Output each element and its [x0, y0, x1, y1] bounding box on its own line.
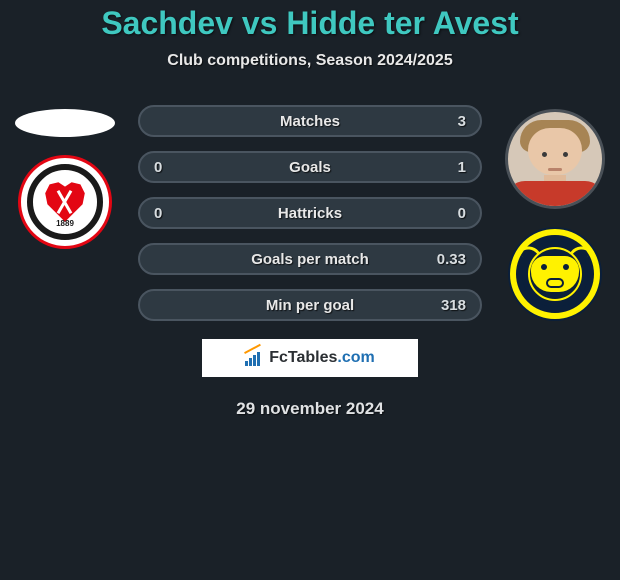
stat-row-hattricks: 0 Hattricks 0 [138, 197, 482, 229]
left-player-column: 1889 [10, 105, 120, 249]
stats-column: Matches 3 0 Goals 1 0 Hattricks 0 Goals … [138, 105, 482, 321]
stat-label: Min per goal [204, 297, 416, 314]
stat-right-value: 0 [416, 205, 466, 222]
brand-prefix: Fc [269, 349, 288, 366]
stat-row-matches: Matches 3 [138, 105, 482, 137]
stat-left-value: 0 [154, 205, 204, 222]
page-title: Sachdev vs Hidde ter Avest [0, 5, 620, 42]
stat-label: Matches [204, 113, 416, 130]
attribution-text: FcTables.com [269, 349, 375, 367]
oxford-crest-icon [516, 235, 594, 313]
stat-row-goals-per-match: Goals per match 0.33 [138, 243, 482, 275]
subtitle: Club competitions, Season 2024/2025 [0, 52, 620, 70]
snapshot-date: 29 november 2024 [0, 399, 620, 419]
stat-row-min-per-goal: Min per goal 318 [138, 289, 482, 321]
stat-right-value: 3 [416, 113, 466, 130]
stat-right-value: 318 [416, 297, 466, 314]
right-player-column [500, 105, 610, 321]
comparison-card: Sachdev vs Hidde ter Avest Club competit… [0, 0, 620, 419]
club-year: 1889 [56, 219, 74, 228]
brand-suffix: Tables [288, 349, 338, 366]
sheffield-crest-icon: 1889 [27, 164, 103, 240]
attribution-box[interactable]: FcTables.com [202, 339, 418, 377]
stat-right-value: 0.33 [416, 251, 466, 268]
fctables-logo-icon [245, 350, 265, 366]
stat-left-value: 0 [154, 159, 204, 176]
stat-label: Goals [204, 159, 416, 176]
stat-label: Hattricks [204, 205, 416, 222]
main-row: 1889 Matches 3 0 Goals 1 0 Hattricks 0 [0, 105, 620, 321]
stat-row-goals: 0 Goals 1 [138, 151, 482, 183]
stat-right-value: 1 [416, 159, 466, 176]
left-club-badge: 1889 [18, 155, 112, 249]
right-player-avatar [505, 109, 605, 209]
player-portrait-icon [508, 112, 602, 206]
brand-tld: .com [337, 349, 374, 366]
stat-label: Goals per match [204, 251, 416, 268]
left-player-avatar [15, 109, 115, 137]
right-club-badge [508, 227, 602, 321]
